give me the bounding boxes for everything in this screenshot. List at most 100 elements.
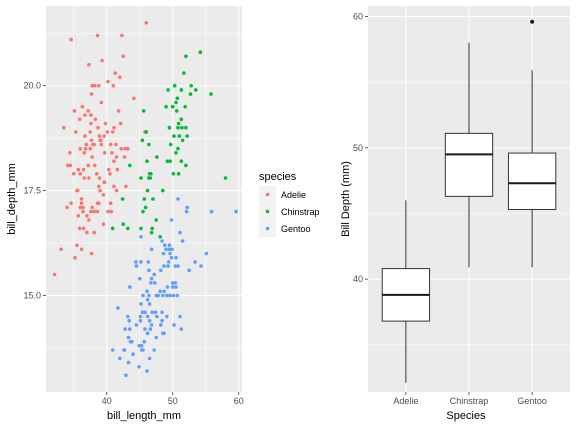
scatter-point-adelie [99,138,103,143]
scatter-point-adelie [73,130,78,134]
scatter-point-adelie [121,54,125,59]
scatter-point-gentoo [155,314,159,319]
scatter-point-chinstrap [168,142,173,147]
scatter-point-gentoo [158,289,162,294]
scatter-x-tick-label: 50 [168,396,178,406]
scatter-point-chinstrap [176,121,181,126]
legend-label: Adelie [281,190,306,200]
scatter-point-gentoo [138,314,143,319]
scatter-y-axis-title: bill_depth_mm [6,163,18,235]
scatter-point-gentoo [153,310,158,315]
scatter-point-adelie [97,134,102,138]
scatter-point-gentoo [176,264,180,268]
scatter-point-adelie [78,205,83,210]
scatter-point-gentoo [156,293,160,298]
scatter-point-chinstrap [151,197,155,201]
scatter-point-gentoo [165,293,169,298]
scatter-point-gentoo [146,260,151,264]
box-iqr-rect [444,132,494,197]
scatter-point-adelie [113,71,118,75]
scatter-point-gentoo [145,289,149,294]
scatter-point-gentoo [180,239,185,243]
scatter-point-adelie [81,167,86,172]
scatter-point-adelie [83,146,88,151]
legend-key-marker [265,209,270,214]
scatter-point-gentoo [149,276,154,281]
scatter-legend: species Adelie Chinstrap Gentoo [259,171,320,237]
scatter-point-chinstrap [128,163,132,168]
scatter-point-gentoo [149,323,154,327]
scatter-point-gentoo [153,281,157,285]
scatter-point-adelie [110,151,114,155]
scatter-point-gentoo [199,264,203,268]
scatter-point-gentoo [185,205,189,210]
scatter-point-chinstrap [126,226,130,231]
box-x-axis-title: Species [446,410,486,422]
scatter-point-adelie [115,167,120,172]
scatter-point-adelie [95,33,100,38]
scatter-point-adelie [82,176,87,180]
box-outlier-point [530,19,535,24]
box-x-tick-label: Adelie [393,396,418,406]
scatter-point-adelie [97,176,102,180]
scatter-point-gentoo [128,327,132,331]
scatter-point-adelie [89,113,93,117]
scatter-point-chinstrap [176,146,180,151]
scatter-point-adelie [132,96,136,101]
scatter-point-adelie [105,130,110,134]
scatter-point-adelie [87,176,91,180]
scatter-point-adelie [81,205,85,210]
scatter-point-adelie [73,255,77,260]
scatter-point-chinstrap [120,197,125,201]
scatter-point-adelie [89,121,93,126]
scatter-point-adelie [96,125,100,130]
scatter-point-adelie [93,163,97,168]
legend-title: species [259,171,297,183]
scatter-point-adelie [77,117,82,122]
scatter-point-adelie [99,142,104,147]
scatter-point-gentoo [152,272,156,277]
scatter-point-chinstrap [198,50,203,54]
scatter-point-chinstrap [182,71,186,75]
scatter-point-gentoo [131,352,135,357]
scatter-point-adelie [110,130,115,134]
scatter-point-chinstrap [180,138,185,143]
scatter-point-gentoo [166,260,171,264]
scatter-point-adelie [68,151,72,155]
scatter-point-adelie [89,209,93,214]
scatter-point-adelie [97,201,101,205]
scatter-point-gentoo [142,339,147,344]
scatter-point-adelie [118,121,123,126]
scatter-point-adelie [116,109,121,113]
scatter-point-gentoo [145,331,150,336]
scatter-point-chinstrap [188,92,193,96]
scatter-point-gentoo [139,235,143,239]
scatter-point-gentoo [122,348,127,352]
scatter-point-adelie [84,142,89,147]
scatter-point-chinstrap [183,104,187,109]
scatter-point-gentoo [173,264,178,268]
scatter-point-chinstrap [209,92,213,96]
scatter-point-chinstrap [175,96,180,101]
scatter-point-gentoo [147,318,152,323]
scatter-point-adelie [120,33,124,38]
scatter-point-adelie [114,142,118,147]
scatter-point-adelie [92,142,96,147]
scatter-point-gentoo [174,285,178,289]
scatter-point-gentoo [170,281,175,285]
scatter-point-gentoo [147,302,152,306]
scatter-point-adelie [112,159,116,163]
scatter-y-ticks: 15.0 17.5 20.0 [23,81,46,301]
scatter-point-adelie [71,172,76,176]
scatter-point-chinstrap [194,88,198,92]
scatter-point-chinstrap [174,109,179,113]
scatter-point-adelie [80,104,85,109]
scatter-point-adelie [83,134,87,138]
scatter-point-chinstrap [172,83,177,88]
scatter-point-gentoo [170,247,174,252]
scatter-point-adelie [103,121,108,126]
scatter-point-adelie [90,205,94,210]
scatter-point-adelie [112,125,116,130]
scatter-point-chinstrap [166,88,170,92]
